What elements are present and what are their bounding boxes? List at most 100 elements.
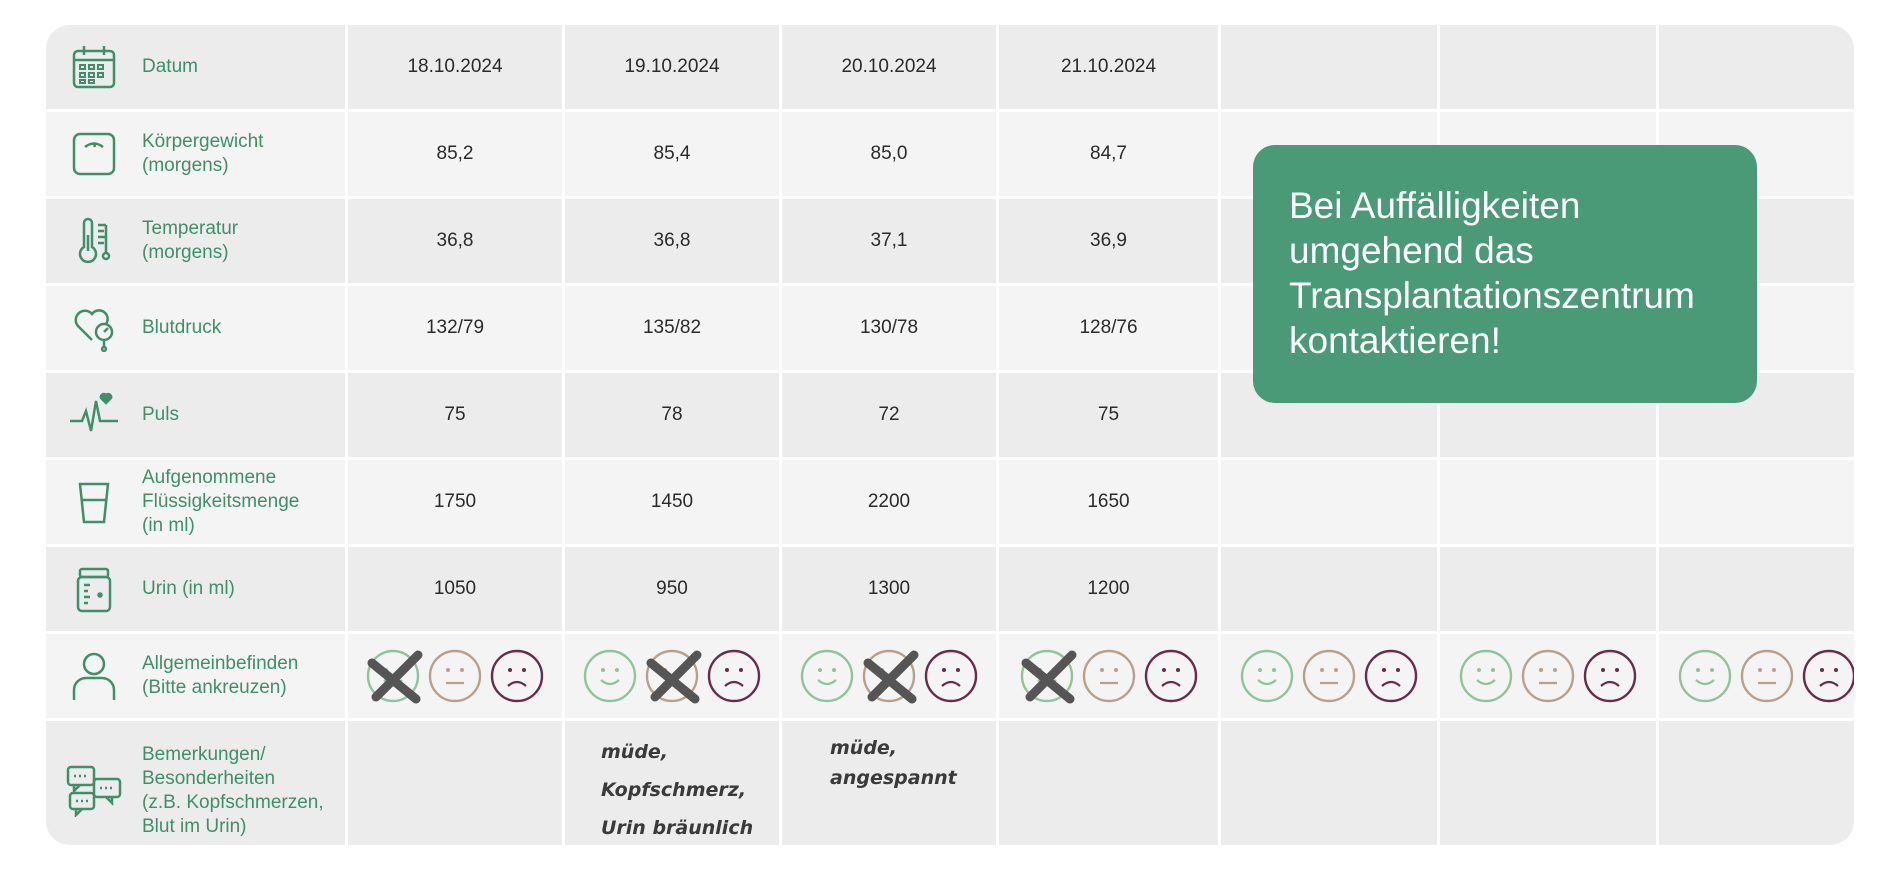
blood-pressure-label-cell: Blutdruck (46, 286, 345, 370)
pulse-icon (66, 387, 122, 443)
body-weight-value-day3[interactable]: 85,0 (782, 112, 996, 196)
date-value-day3[interactable]: 20.10.2024 (782, 25, 996, 109)
urine-label: Urin (in ml) (142, 578, 235, 599)
speech-bubbles-icon (66, 763, 122, 819)
wellbeing-label-cell: Allgemeinbefinden (Bitte ankreuzen) (46, 634, 345, 718)
blood-pressure-value-day4[interactable]: 128/76 (999, 286, 1218, 370)
wellbeing-choices-day6 (1440, 634, 1656, 718)
blood-pressure-label: Blutdruck (142, 317, 222, 338)
smiley-neutral-icon[interactable] (645, 649, 702, 704)
scale-icon (66, 126, 122, 182)
wellbeing-choices-day3 (782, 634, 996, 718)
smiley-neutral-icon[interactable] (1521, 649, 1575, 703)
date-value-day1[interactable]: 18.10.2024 (348, 25, 562, 109)
remarks-value-day1[interactable] (348, 721, 562, 845)
remarks-label: Bemerkungen/ Besonderheiten (z.B. Kopfsc… (142, 744, 324, 837)
pulse-value-day2[interactable]: 78 (565, 373, 779, 457)
remarks-value-day2[interactable]: müde, Kopfschmerz, Urin bräunlich (565, 721, 779, 845)
temperature-value-day2[interactable]: 36,8 (565, 199, 779, 283)
smiley-good-icon[interactable] (583, 649, 637, 703)
fluid-intake-value-day1[interactable]: 1750 (348, 460, 562, 544)
temperature-label-cell: Temperatur (morgens) (46, 199, 345, 283)
body-weight-value-day4[interactable]: 84,7 (999, 112, 1218, 196)
pulse-label: Puls (142, 404, 179, 425)
blood-pressure-value-day2[interactable]: 135/82 (565, 286, 779, 370)
body-weight-label: Körpergewicht (morgens) (142, 131, 264, 176)
blood-pressure-value-day3[interactable]: 130/78 (782, 286, 996, 370)
wellbeing-choices-day2 (565, 634, 779, 718)
smiley-bad-icon[interactable] (490, 649, 544, 703)
wellbeing-choices-day5 (1221, 634, 1437, 718)
smiley-neutral-icon[interactable] (1082, 649, 1136, 703)
urine-value-day4[interactable]: 1200 (999, 547, 1218, 631)
temperature-label: Temperatur (morgens) (142, 218, 239, 263)
wellbeing-choices-day4 (999, 634, 1218, 718)
urine-value-day2[interactable]: 950 (565, 547, 779, 631)
smiley-neutral-icon[interactable] (862, 649, 919, 704)
wellbeing-choices-day1 (348, 634, 562, 718)
person-icon (66, 648, 122, 704)
remarks-value-day7[interactable] (1659, 721, 1854, 845)
calendar-icon (66, 39, 122, 95)
date-value-day6[interactable] (1440, 25, 1656, 109)
pulse-value-day3[interactable]: 72 (782, 373, 996, 457)
pulse-value-day1[interactable]: 75 (348, 373, 562, 457)
urine-value-day1[interactable]: 1050 (348, 547, 562, 631)
smiley-neutral-icon[interactable] (428, 649, 482, 703)
smiley-good-icon[interactable] (800, 649, 854, 703)
blood-pressure-value-day1[interactable]: 132/79 (348, 286, 562, 370)
smiley-good-icon[interactable] (1020, 649, 1076, 704)
fluid-intake-value-day3[interactable]: 2200 (782, 460, 996, 544)
fluid-intake-label-cell: Aufgenommene Flüssigkeitsmenge (in ml) (46, 460, 345, 544)
smiley-bad-icon[interactable] (1802, 649, 1854, 703)
pulse-value-day4[interactable]: 75 (999, 373, 1218, 457)
wellbeing-label: Allgemeinbefinden (Bitte ankreuzen) (142, 653, 299, 698)
smiley-bad-icon[interactable] (1583, 649, 1637, 703)
smiley-bad-icon[interactable] (1364, 649, 1418, 703)
date-label: Datum (142, 56, 198, 77)
date-value-day2[interactable]: 19.10.2024 (565, 25, 779, 109)
date-value-day5[interactable] (1221, 25, 1437, 109)
smiley-bad-icon[interactable] (707, 649, 761, 703)
urine-value-day7[interactable] (1659, 547, 1854, 631)
fluid-intake-value-day6[interactable] (1440, 460, 1656, 544)
fluid-intake-label: Aufgenommene Flüssigkeitsmenge (in ml) (142, 467, 300, 536)
temperature-value-day4[interactable]: 36,9 (999, 199, 1218, 283)
date-value-day7[interactable] (1659, 25, 1854, 109)
temperature-value-day3[interactable]: 37,1 (782, 199, 996, 283)
urine-container-icon (66, 561, 122, 617)
urine-value-day6[interactable] (1440, 547, 1656, 631)
fluid-intake-value-day4[interactable]: 1650 (999, 460, 1218, 544)
smiley-good-icon[interactable] (1459, 649, 1513, 703)
urine-label-cell: Urin (in ml) (46, 547, 345, 631)
wellbeing-choices-day7 (1659, 634, 1854, 718)
smiley-good-icon[interactable] (366, 649, 423, 704)
date-value-day4[interactable]: 21.10.2024 (999, 25, 1218, 109)
fluid-intake-value-day2[interactable]: 1450 (565, 460, 779, 544)
smiley-good-icon[interactable] (1240, 649, 1294, 703)
smiley-good-icon[interactable] (1678, 649, 1732, 703)
glass-icon (66, 474, 122, 530)
pulse-label-cell: Puls (46, 373, 345, 457)
urine-value-day5[interactable] (1221, 547, 1437, 631)
urine-value-day3[interactable]: 1300 (782, 547, 996, 631)
remarks-label-cell: Bemerkungen/ Besonderheiten (z.B. Kopfsc… (46, 721, 345, 845)
blood-pressure-icon (66, 300, 122, 356)
contact-callout: Bei Auffälligkeiten umgehend das Transpl… (1253, 145, 1757, 403)
smiley-neutral-icon[interactable] (1740, 649, 1794, 703)
smiley-bad-icon[interactable] (924, 649, 978, 703)
remarks-value-day6[interactable] (1440, 721, 1656, 845)
remarks-value-day5[interactable] (1221, 721, 1437, 845)
body-weight-label-cell: Körpergewicht (morgens) (46, 112, 345, 196)
date-label-cell: Datum (46, 25, 345, 109)
smiley-neutral-icon[interactable] (1302, 649, 1356, 703)
fluid-intake-value-day7[interactable] (1659, 460, 1854, 544)
remarks-value-day3[interactable]: müde, angespannt (782, 721, 996, 845)
body-weight-value-day2[interactable]: 85,4 (565, 112, 779, 196)
thermometer-icon (66, 213, 122, 269)
remarks-value-day4[interactable] (999, 721, 1218, 845)
fluid-intake-value-day5[interactable] (1221, 460, 1437, 544)
smiley-bad-icon[interactable] (1144, 649, 1198, 703)
temperature-value-day1[interactable]: 36,8 (348, 199, 562, 283)
body-weight-value-day1[interactable]: 85,2 (348, 112, 562, 196)
